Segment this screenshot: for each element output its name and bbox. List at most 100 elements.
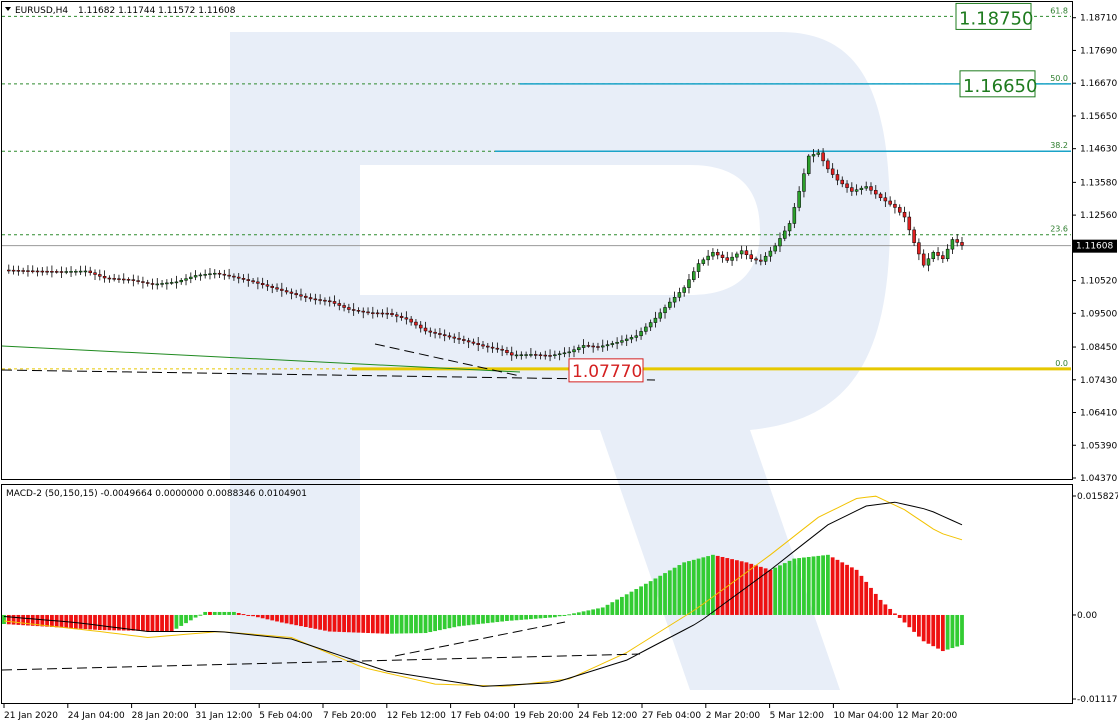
candle-body (193, 275, 198, 278)
macd-histogram-bar (380, 614, 385, 634)
macd-histogram-bar (495, 614, 500, 623)
macd-histogram-bar (581, 611, 586, 615)
time-tick-label: 17 Feb 04:00 (451, 711, 510, 721)
macd-histogram-bar (687, 561, 691, 615)
macd-histogram-bar (907, 614, 912, 628)
time-tick-label: 21 Jan 2020 (4, 711, 58, 721)
macd-histogram-bar (160, 614, 164, 632)
candle-body (481, 344, 485, 347)
candle-body (150, 283, 155, 285)
candle-body (677, 292, 682, 298)
candle-body (514, 354, 519, 357)
candle-body (816, 152, 821, 155)
candle-body (931, 252, 936, 260)
macd-histogram-bar (916, 614, 921, 637)
macd-histogram-bar (945, 614, 950, 650)
candle-body (117, 278, 121, 280)
candle-body (596, 346, 600, 348)
macd-histogram-bar (2, 614, 6, 624)
candle-body (883, 197, 888, 202)
macd-histogram-bar (30, 614, 35, 626)
macd-histogram-bar (859, 575, 864, 615)
macd-histogram-bar (940, 614, 945, 652)
candle-body (165, 282, 169, 285)
macd-histogram-bar (21, 614, 26, 626)
macd-histogram-bar (811, 556, 816, 615)
macd-histogram-bar (514, 614, 519, 621)
candle-body (308, 297, 313, 300)
price-tick-label: 1.10520 (1080, 277, 1117, 287)
fib-level-label: 23.6 (1050, 225, 1068, 234)
macd-histogram-bar (184, 614, 188, 624)
macd-histogram-bar (212, 611, 217, 615)
macd-histogram-bar (112, 614, 117, 631)
candle-body (601, 345, 605, 348)
price-tick-label: 1.06410 (1080, 409, 1117, 419)
macd-histogram-bar (706, 556, 711, 615)
time-tick-label: 24 Feb 12:00 (578, 711, 637, 721)
candle-body (648, 322, 653, 328)
candle-body (174, 281, 179, 284)
candle-body (610, 343, 615, 345)
macd-histogram-bar (754, 565, 758, 615)
macd-histogram-bar (217, 611, 222, 615)
candle-body (711, 252, 715, 257)
macd-histogram-bar (69, 614, 73, 629)
macd-histogram-bar (232, 611, 236, 615)
candle-body (835, 174, 840, 181)
symbol-dropdown-icon[interactable] (5, 7, 11, 11)
macd-histogram-bar (763, 568, 768, 615)
candle-body (208, 273, 212, 276)
candle-body (524, 354, 528, 356)
macd-histogram-bar (854, 569, 859, 615)
candle-body (581, 345, 586, 348)
macd-histogram-bar (490, 614, 495, 623)
price-tick-label: 1.18710 (1080, 14, 1117, 24)
macd-histogram-bar (275, 614, 279, 622)
macd-histogram-bar (370, 614, 375, 634)
macd-histogram-bar (806, 556, 811, 615)
macd-histogram-bar (423, 614, 428, 634)
macd-histogram-bar (447, 614, 452, 629)
macd-tick-label: 0.0158276 (1077, 492, 1118, 502)
macd-histogram-bar (586, 610, 591, 615)
candle-body (45, 270, 49, 273)
macd-histogram-bar (787, 560, 792, 615)
macd-histogram-bar (849, 567, 854, 615)
time-tick-label: 24 Jan 04:00 (68, 711, 125, 721)
price-tick-label: 1.12560 (1080, 211, 1117, 221)
price-tick-label: 1.13580 (1080, 178, 1117, 188)
macd-histogram-bar (720, 556, 725, 615)
macd-histogram-bar (557, 614, 562, 617)
macd-histogram-bar (562, 614, 567, 616)
macd-histogram-bar (164, 614, 169, 632)
macd-histogram-bar (543, 614, 548, 618)
macd-histogram-bar (289, 614, 294, 625)
target-label-box (568, 358, 644, 383)
macd-histogram-bar (739, 561, 744, 615)
candle-body (941, 255, 945, 260)
macd-histogram-bar (711, 554, 715, 615)
macd-histogram-bar (327, 614, 332, 632)
candle-body (160, 283, 164, 285)
candle-body (730, 256, 734, 261)
macd-histogram-bar (773, 567, 778, 615)
fib-level-label: 38.2 (1050, 141, 1068, 150)
macd-histogram-bar (83, 614, 88, 630)
candle-body (64, 271, 69, 273)
candle-body (241, 278, 246, 280)
macd-histogram-bar (591, 609, 596, 615)
watermark-logo (230, 32, 890, 690)
time-tick-label: 7 Feb 20:00 (323, 711, 377, 721)
macd-histogram-bar (667, 570, 672, 615)
macd-histogram-bar (284, 614, 289, 624)
candle-body (74, 270, 78, 273)
macd-histogram-bar (279, 614, 284, 623)
candle-body (213, 272, 217, 275)
candle-body (706, 255, 710, 261)
macd-histogram-bar (414, 614, 418, 634)
macd-histogram-bar (893, 613, 897, 615)
macd-dashed-line (1, 653, 641, 671)
candle-body (442, 334, 447, 337)
